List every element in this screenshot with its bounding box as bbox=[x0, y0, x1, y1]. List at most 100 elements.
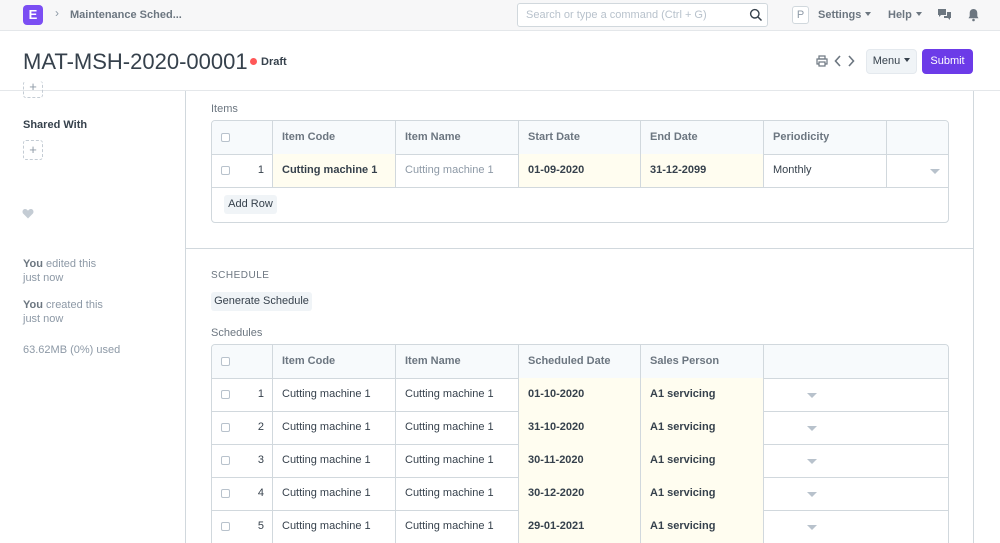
row-checkbox[interactable] bbox=[221, 489, 230, 498]
table-row[interactable]: 1 Cutting machine 1 Cutting machine 1 01… bbox=[212, 378, 948, 412]
status-badge: Draft bbox=[261, 56, 287, 68]
add-assignment-button[interactable]: + bbox=[23, 79, 43, 98]
app-logo[interactable]: E bbox=[23, 5, 43, 25]
table-row[interactable]: 5 Cutting machine 1 Cutting machine 1 29… bbox=[212, 510, 948, 543]
start-date-cell[interactable]: 01-09-2020 bbox=[519, 154, 641, 187]
item-code-cell[interactable]: Cutting machine 1 bbox=[273, 477, 396, 510]
search-box[interactable]: Search or type a command (Ctrl + G) bbox=[517, 3, 768, 27]
activity-user: You bbox=[23, 258, 43, 270]
select-all-cell bbox=[212, 121, 273, 154]
notifications-icon[interactable] bbox=[937, 8, 952, 22]
user-avatar[interactable]: P bbox=[792, 6, 809, 24]
column-header: Item Name bbox=[396, 121, 519, 154]
item-code-cell[interactable]: Cutting machine 1 bbox=[273, 444, 396, 477]
row-checkbox[interactable] bbox=[221, 166, 230, 175]
add-share-button[interactable]: + bbox=[23, 140, 43, 160]
column-header: Item Name bbox=[396, 345, 519, 378]
sales-person-cell[interactable]: A1 servicing bbox=[641, 444, 764, 477]
help-dropdown[interactable]: Help bbox=[888, 9, 922, 21]
bell-icon[interactable] bbox=[968, 8, 979, 22]
dropdown-icon[interactable] bbox=[930, 169, 940, 174]
row-checkbox[interactable] bbox=[221, 456, 230, 465]
column-header: Periodicity bbox=[764, 121, 887, 154]
select-all-checkbox[interactable] bbox=[221, 133, 230, 142]
row-index: 4 bbox=[257, 487, 264, 499]
row-select-cell: 5 bbox=[212, 510, 273, 543]
column-header: Item Code bbox=[273, 345, 396, 378]
page-title: MAT-MSH-2020-00001 bbox=[23, 49, 248, 74]
row-select-cell: 1 bbox=[212, 154, 273, 187]
help-label: Help bbox=[888, 9, 912, 21]
row-index: 3 bbox=[257, 454, 264, 466]
activity-action: created this bbox=[46, 299, 103, 311]
activity-action: edited this bbox=[46, 258, 97, 270]
table-row[interactable]: 3 Cutting machine 1 Cutting machine 1 30… bbox=[212, 444, 948, 478]
item-name-cell[interactable]: Cutting machine 1 bbox=[396, 411, 519, 444]
chevron-down-icon bbox=[865, 12, 872, 16]
column-header-actions bbox=[764, 345, 948, 378]
scheduled-date-cell[interactable]: 29-01-2021 bbox=[519, 510, 641, 543]
sales-person-cell[interactable]: A1 servicing bbox=[641, 477, 764, 510]
dropdown-icon[interactable] bbox=[807, 525, 817, 530]
column-header: Scheduled Date bbox=[519, 345, 641, 378]
activity-time: just now bbox=[23, 272, 64, 284]
sales-person-cell[interactable]: A1 servicing bbox=[641, 510, 764, 543]
scheduled-date-cell[interactable]: 01-10-2020 bbox=[519, 378, 641, 411]
column-header: End Date bbox=[641, 121, 764, 154]
table-header-row: Item Code Item Name Start Date End Date … bbox=[212, 121, 948, 155]
row-actions-cell[interactable] bbox=[764, 378, 948, 411]
submit-button[interactable]: Submit bbox=[922, 49, 973, 74]
activity-item: You edited this just now bbox=[23, 257, 96, 285]
table-row[interactable]: 1 Cutting machine 1 Cutting machine 1 01… bbox=[212, 154, 948, 188]
dropdown-icon[interactable] bbox=[807, 492, 817, 497]
prev-icon[interactable] bbox=[834, 55, 842, 67]
row-actions-cell[interactable] bbox=[764, 411, 948, 444]
row-select-cell: 4 bbox=[212, 477, 273, 510]
header-divider bbox=[0, 90, 1000, 91]
item-code-cell[interactable]: Cutting machine 1 bbox=[273, 154, 396, 187]
sales-person-cell[interactable]: A1 servicing bbox=[641, 411, 764, 444]
settings-dropdown[interactable]: Settings bbox=[818, 9, 872, 21]
table-row[interactable]: 4 Cutting machine 1 Cutting machine 1 30… bbox=[212, 477, 948, 511]
menu-button[interactable]: Menu bbox=[866, 49, 917, 74]
print-icon[interactable] bbox=[816, 55, 828, 67]
row-checkbox[interactable] bbox=[221, 390, 230, 399]
add-row-button[interactable]: Add Row bbox=[224, 195, 277, 214]
generate-schedule-button[interactable]: Generate Schedule bbox=[211, 292, 312, 311]
sales-person-cell[interactable]: A1 servicing bbox=[641, 378, 764, 411]
end-date-cell[interactable]: 31-12-2099 bbox=[641, 154, 764, 187]
heart-icon[interactable] bbox=[22, 208, 34, 219]
row-index: 1 bbox=[257, 388, 264, 400]
scheduled-date-cell[interactable]: 31-10-2020 bbox=[519, 411, 641, 444]
scheduled-date-cell[interactable]: 30-11-2020 bbox=[519, 444, 641, 477]
row-checkbox[interactable] bbox=[221, 522, 230, 531]
status-indicator bbox=[250, 58, 257, 65]
item-name-cell[interactable]: Cutting machine 1 bbox=[396, 378, 519, 411]
select-all-checkbox[interactable] bbox=[221, 357, 230, 366]
table-row[interactable]: 2 Cutting machine 1 Cutting machine 1 31… bbox=[212, 411, 948, 445]
periodicity-cell[interactable]: Monthly bbox=[764, 154, 887, 187]
item-name-cell[interactable]: Cutting machine 1 bbox=[396, 444, 519, 477]
dropdown-icon[interactable] bbox=[807, 459, 817, 464]
scheduled-date-cell[interactable]: 30-12-2020 bbox=[519, 477, 641, 510]
dropdown-icon[interactable] bbox=[807, 393, 817, 398]
breadcrumb-maintenance-schedule[interactable]: Maintenance Sched... bbox=[70, 9, 182, 21]
row-actions-cell[interactable] bbox=[764, 477, 948, 510]
row-actions-cell[interactable] bbox=[764, 510, 948, 543]
activity-user: You bbox=[23, 299, 43, 311]
next-icon[interactable] bbox=[847, 55, 855, 67]
item-code-cell[interactable]: Cutting machine 1 bbox=[273, 411, 396, 444]
row-actions-cell[interactable] bbox=[887, 154, 948, 187]
item-code-cell[interactable]: Cutting machine 1 bbox=[273, 378, 396, 411]
item-name-cell[interactable]: Cutting machine 1 bbox=[396, 510, 519, 543]
search-icon bbox=[749, 8, 763, 22]
dropdown-icon[interactable] bbox=[807, 426, 817, 431]
add-icon: + bbox=[29, 79, 37, 94]
row-actions-cell[interactable] bbox=[764, 444, 948, 477]
search-input[interactable]: Search or type a command (Ctrl + G) bbox=[526, 9, 707, 21]
item-name-cell[interactable]: Cutting machine 1 bbox=[396, 477, 519, 510]
item-name-cell[interactable]: Cutting machine 1 bbox=[396, 154, 519, 187]
row-checkbox[interactable] bbox=[221, 423, 230, 432]
item-code-cell[interactable]: Cutting machine 1 bbox=[273, 510, 396, 543]
shared-with-label: Shared With bbox=[23, 119, 88, 131]
